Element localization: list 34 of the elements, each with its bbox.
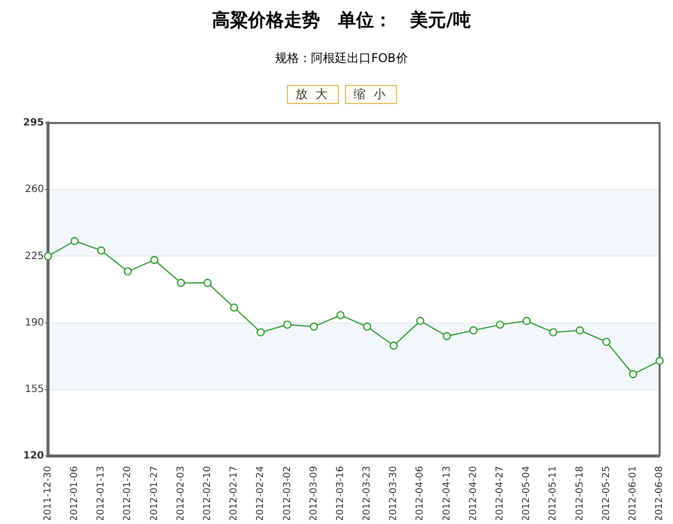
point: [176, 278, 186, 287]
point: [522, 316, 531, 325]
point: [203, 278, 212, 287]
point: [602, 338, 611, 346]
point: [44, 252, 52, 260]
zoom-out-button[interactable]: 缩 小: [344, 85, 396, 104]
point: [628, 370, 638, 378]
point: [336, 311, 345, 320]
chart-subtitle: 规格：阿根廷出口FOB价: [274, 50, 409, 67]
zoom-in-button[interactable]: 放 大: [286, 85, 338, 104]
point: [416, 316, 424, 325]
y-tick-label: 225: [24, 250, 44, 262]
point: [124, 267, 132, 276]
y-tick-label: 120: [23, 450, 44, 462]
point: [97, 246, 106, 255]
y-tick-label: 295: [23, 118, 44, 129]
point: [256, 328, 265, 336]
point: [310, 322, 318, 331]
point: [70, 236, 79, 246]
point: [230, 303, 238, 312]
point: [390, 342, 398, 350]
y-tick-label: 190: [24, 317, 44, 328]
chart-title: 高粱价格走势 单位： 美元/吨: [211, 9, 472, 32]
point: [442, 332, 451, 340]
point: [549, 328, 558, 336]
point: [150, 256, 158, 264]
point: [576, 326, 584, 335]
point: [656, 356, 664, 365]
point: [362, 322, 372, 331]
point: [283, 320, 292, 329]
y-tick-label: 260: [24, 184, 44, 196]
point: [469, 326, 478, 335]
y-tick-label: 155: [24, 384, 44, 395]
point: [496, 320, 504, 329]
